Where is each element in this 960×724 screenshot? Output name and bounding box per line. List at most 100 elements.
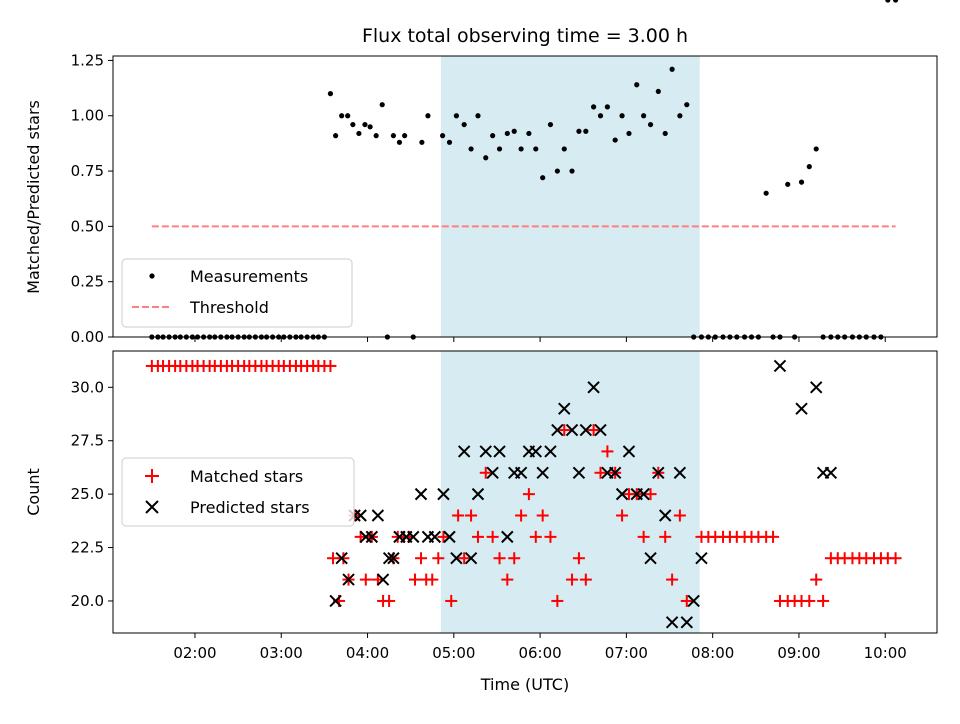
matched-star-point	[579, 573, 592, 586]
measurement-point	[379, 102, 385, 108]
legend-predicted-label: Predicted stars	[190, 498, 310, 517]
predicted-star-point	[644, 552, 657, 565]
predicted-star-point	[824, 466, 838, 479]
measurement-point	[453, 113, 460, 119]
measurement-point	[612, 137, 618, 143]
matched-star-point	[680, 594, 693, 607]
bottom-y-tick-label: 22.5	[71, 539, 104, 557]
bottom-panel-axes: 20.0 22.5 25.0 27.5 30.0 02:00 03:00 04:00 05:00…	[71, 378, 907, 662]
predicted-star-point	[615, 487, 629, 501]
matched-star-point	[616, 509, 629, 522]
measurement-point	[356, 130, 362, 137]
x-tick-label: 10:00	[864, 644, 907, 662]
matched-star-point	[327, 552, 340, 565]
bottom-panel-marks	[145, 359, 902, 629]
x-tick-label: 05:00	[432, 644, 475, 662]
matched-star-point	[471, 530, 484, 543]
bottom-panel-frame	[112, 350, 938, 634]
measurement-point	[604, 104, 611, 110]
matched-star-point	[452, 509, 465, 522]
matched-star-point	[445, 594, 458, 607]
matched-star-point	[637, 530, 650, 543]
matched-star-point	[536, 509, 549, 522]
measurement-point	[345, 113, 351, 119]
top-panel-axes: 0.00 0.25 0.50 0.75 1.00 1.25	[71, 51, 886, 346]
predicted-star-point	[587, 381, 600, 394]
matched-star-point	[817, 594, 830, 607]
matched-star-point	[515, 509, 528, 522]
predicted-star-point	[486, 466, 499, 479]
bottom-highlight-span	[440, 351, 700, 633]
predicted-star-point	[437, 487, 450, 501]
measurement-point	[597, 113, 604, 119]
top-legend-box	[121, 258, 353, 328]
measurement-point	[461, 121, 467, 128]
predicted-star-point	[354, 509, 367, 522]
top-panel-marks	[149, 0, 899, 340]
predicted-star-point	[695, 552, 708, 565]
top-y-tick-label: 1.00	[71, 107, 104, 125]
top-panel-frame	[112, 55, 938, 338]
measurement-point	[367, 124, 373, 130]
measurement-point	[655, 88, 661, 95]
top-y-tick-label: 0.00	[71, 328, 104, 346]
predicted-star-point	[365, 530, 379, 544]
predicted-star-point	[558, 402, 571, 415]
matched-star-point	[359, 573, 372, 586]
predicted-star-point	[795, 402, 808, 415]
predicted-star-point	[450, 552, 463, 565]
x-tick-label: 08:00	[691, 644, 734, 662]
predicted-star-point	[457, 445, 471, 458]
predicted-star-point	[680, 616, 693, 629]
bottom-y-tick-label: 25.0	[71, 485, 104, 503]
measurement-point	[634, 82, 640, 88]
predicted-star-point	[622, 445, 636, 458]
matched-star-point	[415, 552, 428, 565]
measurement-point	[518, 146, 524, 152]
x-tick-label: 04:00	[346, 644, 389, 662]
measurement-point	[468, 146, 474, 152]
legend-matched-marker	[145, 469, 159, 483]
measurement-point	[362, 121, 368, 128]
x-tick-label: 07:00	[605, 644, 648, 662]
matched-star-point	[803, 594, 816, 607]
bottom-legend: Matched stars Predicted stars	[121, 457, 355, 527]
measurement-point	[475, 113, 481, 119]
measurement-point	[526, 130, 532, 137]
measurement-point	[892, 0, 899, 3]
matched-star-point	[558, 424, 571, 437]
predicted-star-point	[773, 359, 787, 373]
predicted-star-point	[659, 509, 672, 522]
matched-star-point	[437, 530, 450, 543]
matched-star-point	[666, 573, 679, 586]
predicted-star-point	[579, 423, 593, 437]
measurement-point	[533, 146, 539, 152]
measurement-point	[813, 146, 819, 152]
bottom-legend-box	[121, 457, 355, 527]
matched-star-point	[544, 530, 557, 543]
top-y-tick-label: 0.50	[71, 217, 104, 235]
measurement-point	[684, 102, 690, 108]
top-highlight-span	[440, 56, 700, 337]
legend-matched-label: Matched stars	[190, 467, 303, 486]
top-legend: Measurements Threshold	[121, 258, 353, 328]
measurement-point	[339, 113, 345, 119]
predicted-star-point	[493, 445, 506, 458]
matched-star-point	[426, 573, 439, 586]
predicted-star-point	[479, 445, 492, 458]
matched-star-point	[324, 359, 337, 372]
matched-star-point	[522, 488, 535, 501]
legend-measurements-marker	[149, 273, 155, 279]
predicted-star-point	[529, 445, 542, 458]
predicted-star-point	[371, 509, 385, 522]
top-y-axis-label: Matched/Predicted stars	[24, 100, 43, 294]
top-y-tick-label: 0.25	[71, 273, 104, 291]
measurement-point	[490, 133, 496, 139]
measurement-point	[440, 133, 446, 139]
measurement-point	[641, 113, 647, 119]
measurement-point	[373, 133, 379, 139]
measurement-point	[547, 121, 554, 128]
predicted-star-point	[637, 487, 650, 501]
x-tick-label: 03:00	[260, 644, 303, 662]
